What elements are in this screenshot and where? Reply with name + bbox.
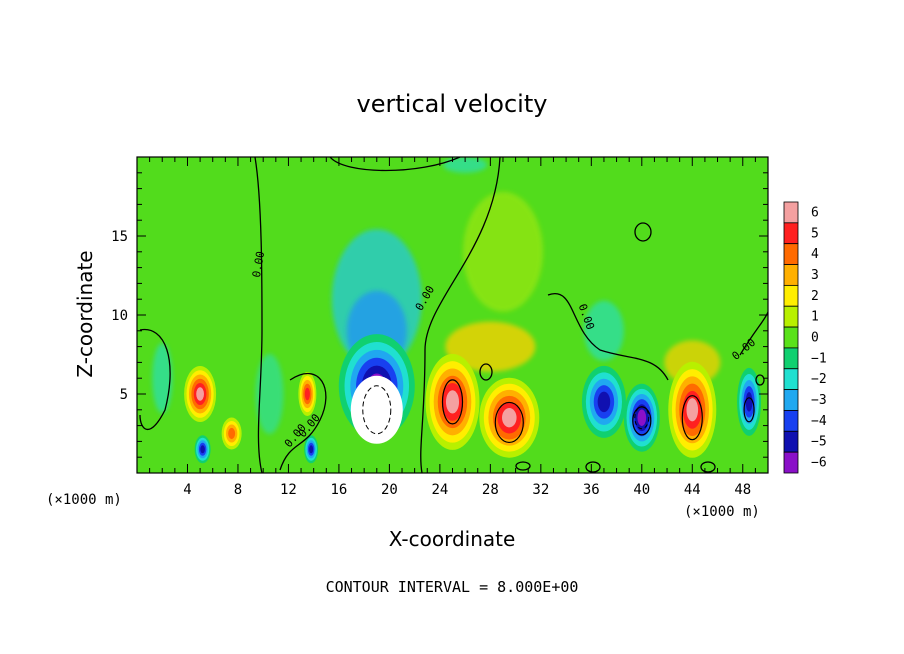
contour-line bbox=[329, 157, 461, 172]
contour-loop bbox=[494, 401, 524, 444]
contour-line bbox=[420, 157, 501, 473]
contour-loop bbox=[681, 395, 703, 441]
colorbar-swatch bbox=[783, 326, 799, 349]
updraft-level bbox=[502, 408, 517, 428]
contour-label: 0.00 bbox=[250, 250, 267, 278]
colorbar-swatch bbox=[783, 305, 799, 328]
contour-loop bbox=[634, 222, 652, 242]
x-tick-label: 8 bbox=[234, 482, 242, 498]
x-tick-label: 36 bbox=[583, 482, 600, 498]
contour-loop bbox=[479, 363, 493, 381]
colorbar-label: −3 bbox=[811, 393, 827, 408]
x-tick-label: 32 bbox=[532, 482, 549, 498]
contour-interval-note: CONTOUR INTERVAL = 8.000E+00 bbox=[326, 578, 579, 596]
contour-line bbox=[279, 373, 327, 471]
contour-loop bbox=[743, 397, 755, 423]
field-region bbox=[462, 191, 543, 312]
contour-loop bbox=[441, 379, 464, 425]
updraft-level bbox=[304, 387, 310, 401]
colorbar-label: 3 bbox=[811, 268, 819, 283]
contour-loop bbox=[585, 461, 601, 473]
colorbar-swatch bbox=[783, 284, 799, 307]
chart-title: vertical velocity bbox=[357, 90, 548, 118]
y-axis-label: Z-coordinate bbox=[73, 250, 97, 377]
x-tick-label: 28 bbox=[482, 482, 499, 498]
colorbar-label: 2 bbox=[811, 289, 819, 304]
x-tick-label: 16 bbox=[330, 482, 347, 498]
updraft-level bbox=[445, 390, 460, 414]
y-tick-label: 5 bbox=[120, 387, 128, 403]
colorbar-swatch bbox=[783, 368, 799, 391]
colorbar-label: −2 bbox=[811, 372, 827, 387]
field-region bbox=[445, 321, 536, 372]
colorbar-label: −5 bbox=[811, 435, 827, 450]
downdraft-level bbox=[745, 392, 753, 412]
colorbar-swatch bbox=[783, 410, 799, 432]
updraft-level bbox=[228, 427, 236, 440]
updraft-level bbox=[686, 398, 699, 422]
colorbar-swatch bbox=[783, 430, 799, 453]
contour-loop bbox=[700, 461, 716, 473]
downdraft-level bbox=[637, 409, 647, 426]
colorbar-swatch bbox=[783, 347, 799, 370]
colorbar-label: −6 bbox=[811, 456, 827, 471]
colorbar-swatch bbox=[783, 389, 799, 411]
updraft-level bbox=[196, 387, 204, 401]
x-unit-label-left: (×1000 m) bbox=[46, 492, 122, 508]
downdraft-level bbox=[200, 445, 205, 454]
x-tick-label: 12 bbox=[280, 482, 297, 498]
x-tick-label: 20 bbox=[381, 482, 398, 498]
contour-line bbox=[739, 311, 768, 356]
x-axis-label: X-coordinate bbox=[389, 527, 516, 551]
y-tick-label: 10 bbox=[111, 308, 128, 324]
plot-area: 0.000.000.000.000.000.00 bbox=[137, 157, 768, 473]
contour-loop bbox=[755, 374, 765, 386]
colorbar-label: 4 bbox=[811, 247, 819, 262]
x-tick-label: 4 bbox=[183, 482, 191, 498]
colorbar-label: 5 bbox=[811, 226, 819, 241]
x-tick-label: 44 bbox=[684, 482, 701, 498]
downdraft-level bbox=[309, 445, 314, 454]
contour-line bbox=[547, 292, 669, 381]
colorbar-swatch bbox=[783, 201, 799, 224]
field-region bbox=[152, 343, 173, 414]
x-unit-label-right: (×1000 m) bbox=[684, 504, 760, 520]
y-tick-label: 15 bbox=[111, 229, 128, 245]
contour-line bbox=[139, 328, 171, 431]
field-region bbox=[443, 157, 488, 173]
colorbar-swatch bbox=[783, 222, 799, 245]
contour-dashed bbox=[634, 406, 650, 430]
x-tick-label: 48 bbox=[734, 482, 751, 498]
downdraft-level bbox=[597, 391, 611, 413]
x-tick-label: 40 bbox=[633, 482, 650, 498]
colorbar: 6 5 4 3 2 1 0 −1 −2 −3 −4 −5 −6 bbox=[783, 201, 827, 474]
colorbar-swatch bbox=[783, 264, 799, 286]
colorbar-swatch bbox=[783, 451, 799, 474]
contour-line bbox=[254, 157, 263, 473]
contour-dashed bbox=[362, 385, 392, 435]
colorbar-label: −1 bbox=[811, 351, 827, 366]
colorbar-label: 1 bbox=[811, 310, 819, 325]
field-region bbox=[255, 354, 284, 434]
x-tick-label: 24 bbox=[431, 482, 448, 498]
contour-loop bbox=[515, 461, 531, 471]
colorbar-label: −4 bbox=[811, 414, 827, 429]
colorbar-label: 6 bbox=[811, 205, 819, 220]
extreme-core bbox=[350, 375, 403, 444]
colorbar-label: 0 bbox=[811, 331, 819, 346]
colorbar-swatch bbox=[783, 243, 799, 265]
